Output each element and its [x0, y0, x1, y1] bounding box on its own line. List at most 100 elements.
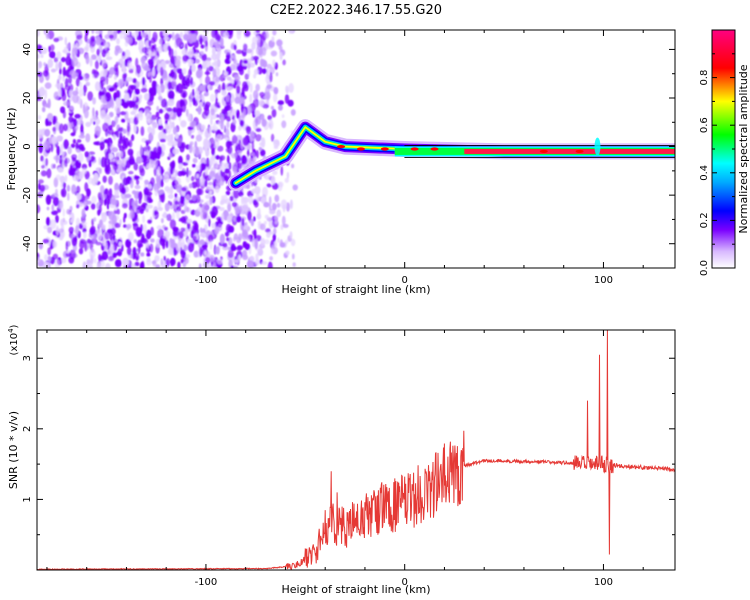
noise-speckle — [231, 153, 238, 159]
noise-speckle — [208, 126, 212, 138]
noise-speckle — [91, 195, 97, 204]
snr-x-tick-label: 0 — [402, 577, 408, 588]
noise-speckle — [122, 72, 127, 82]
noise-speckle — [216, 53, 220, 61]
noise-speckle — [78, 134, 86, 139]
noise-speckle — [235, 49, 243, 54]
noise-speckle — [71, 47, 76, 58]
noise-speckle — [128, 205, 134, 211]
noise-speckle — [60, 144, 63, 155]
noise-speckle — [73, 118, 78, 127]
spectrogram-ticks: -100 0 100 -40 -20 0 20 40 — [22, 30, 675, 286]
noise-speckle — [254, 258, 260, 266]
colorbar-tick-label: 0.8 — [699, 70, 710, 86]
noise-speckle — [272, 233, 276, 242]
noise-speckle — [122, 148, 126, 159]
noise-speckle — [164, 60, 170, 65]
noise-speckle — [209, 254, 215, 262]
noise-speckle — [138, 110, 143, 118]
noise-speckle — [240, 195, 244, 205]
noise-speckle — [204, 250, 207, 256]
noise-speckle — [241, 86, 245, 98]
noise-speckle — [176, 210, 180, 220]
noise-speckle — [219, 233, 225, 245]
noise-speckle — [121, 244, 124, 252]
noise-speckle — [224, 168, 230, 174]
noise-speckle — [98, 204, 102, 215]
noise-speckle — [137, 244, 141, 255]
noise-speckle — [51, 204, 55, 212]
noise-speckle — [60, 257, 67, 264]
noise-speckle — [200, 44, 205, 49]
noise-speckle — [171, 212, 176, 221]
noise-speckle — [174, 184, 181, 189]
noise-speckle — [273, 93, 278, 103]
flare — [594, 137, 601, 156]
noise-speckle — [247, 104, 252, 115]
noise-speckle — [59, 87, 66, 97]
noise-speckle — [264, 31, 269, 39]
noise-speckle — [146, 257, 151, 263]
noise-speckle — [93, 217, 97, 222]
noise-speckle — [62, 217, 66, 223]
noise-speckle — [226, 104, 231, 112]
noise-speckle — [277, 100, 284, 106]
noise-speckle — [45, 194, 52, 205]
noise-speckle — [229, 195, 234, 202]
noise-speckle — [58, 123, 64, 134]
noise-speckle — [131, 253, 137, 260]
noise-speckle — [179, 31, 183, 38]
noise-speckle — [100, 259, 105, 268]
noise-speckle — [163, 211, 167, 216]
noise-speckle — [147, 196, 151, 202]
noise-speckle — [81, 163, 88, 170]
noise-speckle — [207, 181, 214, 186]
noise-speckle — [38, 143, 44, 154]
noise-speckle — [69, 249, 76, 260]
noise-speckle — [37, 53, 40, 59]
noise-speckle — [159, 66, 164, 76]
noise-speckle — [85, 200, 92, 205]
noise-speckle — [129, 209, 135, 219]
noise-speckle — [146, 252, 151, 257]
noise-speckle — [242, 241, 247, 248]
noise-speckle — [164, 202, 170, 212]
noise-speckle — [185, 254, 191, 259]
noise-speckle — [114, 182, 119, 192]
noise-speckle — [157, 206, 163, 211]
noise-speckle — [211, 47, 216, 56]
noise-speckle — [135, 90, 140, 95]
noise-speckle — [122, 64, 126, 74]
noise-speckle — [226, 237, 230, 242]
noise-speckle — [192, 88, 195, 97]
noise-speckle — [228, 162, 232, 170]
noise-speckle — [127, 60, 132, 70]
noise-speckle — [55, 62, 59, 72]
noise-speckle — [199, 93, 203, 101]
noise-speckle — [159, 30, 163, 38]
noise-speckle — [42, 238, 50, 244]
noise-speckle — [140, 87, 148, 93]
noise-speckle — [99, 30, 103, 34]
noise-speckle — [207, 234, 214, 242]
noise-speckle — [145, 208, 149, 213]
noise-speckle — [53, 57, 59, 63]
noise-speckle — [167, 34, 173, 39]
noise-speckle — [220, 119, 224, 130]
noise-speckle — [188, 242, 194, 253]
noise-speckle — [189, 98, 192, 108]
noise-speckle — [121, 187, 126, 195]
noise-speckle — [47, 58, 54, 68]
noise-speckle — [249, 62, 255, 68]
noise-speckle — [265, 86, 270, 95]
noise-speckle — [63, 101, 70, 106]
noise-speckle — [217, 84, 222, 93]
noise-speckle — [90, 225, 96, 234]
noise-speckle — [161, 98, 168, 108]
noise-speckle — [114, 104, 121, 114]
noise-speckle — [270, 133, 275, 142]
noise-speckle — [268, 196, 272, 206]
noise-speckle — [53, 91, 60, 100]
noise-speckle — [102, 105, 107, 112]
noise-speckle — [159, 38, 163, 45]
